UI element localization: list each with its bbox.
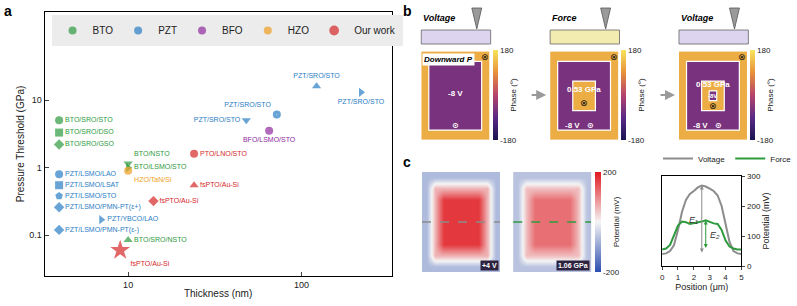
svg-text:5: 5 <box>739 273 744 282</box>
svg-text:300: 300 <box>747 172 761 181</box>
svg-text:0: 0 <box>747 262 752 271</box>
svg-text:PZT: PZT <box>158 25 177 36</box>
svg-text:PZT/LSMO/PMN-PT(ε+): PZT/LSMO/PMN-PT(ε+) <box>65 203 141 211</box>
svg-text:100: 100 <box>294 280 309 290</box>
svg-text:BTO/SRO/NSTO: BTO/SRO/NSTO <box>134 236 187 243</box>
svg-text:2: 2 <box>692 273 697 282</box>
svg-text:a: a <box>4 3 12 19</box>
svg-text:200: 200 <box>747 202 761 211</box>
svg-text:10: 10 <box>32 95 42 105</box>
svg-text:Thickness (nm): Thickness (nm) <box>184 288 252 299</box>
svg-text:0.1: 0.1 <box>29 230 42 240</box>
svg-text:100: 100 <box>747 232 761 241</box>
svg-text:180: 180 <box>628 46 642 55</box>
svg-text:0.53 GPa: 0.53 GPa <box>567 85 601 94</box>
svg-text:BFO/LSMO/STO: BFO/LSMO/STO <box>243 136 296 143</box>
svg-text:BTO/SRO/GSO: BTO/SRO/GSO <box>65 140 114 147</box>
svg-text:HZO/TaN/Si: HZO/TaN/Si <box>134 176 172 183</box>
svg-text:180: 180 <box>757 46 771 55</box>
svg-text:3: 3 <box>707 273 712 282</box>
svg-text:BTO/SRO/DSO: BTO/SRO/DSO <box>65 128 114 135</box>
svg-text:Voltage: Voltage <box>698 155 725 164</box>
svg-text:PTO/LNO/STO: PTO/LNO/STO <box>200 150 247 157</box>
svg-text:4: 4 <box>723 273 728 282</box>
svg-text:0.53 GPa: 0.53 GPa <box>696 80 730 89</box>
svg-text:Force: Force <box>552 13 577 23</box>
svg-text:0: 0 <box>660 273 665 282</box>
svg-text:-200: -200 <box>603 268 620 277</box>
svg-text:Downward P: Downward P <box>424 55 473 64</box>
svg-text:1: 1 <box>676 273 681 282</box>
svg-text:-180: -180 <box>757 136 774 145</box>
svg-text:b: b <box>403 3 412 19</box>
svg-text:10: 10 <box>123 280 133 290</box>
svg-text:⊗: ⊗ <box>709 101 717 111</box>
svg-text:c: c <box>403 154 411 170</box>
svg-text:Phase (°): Phase (°) <box>766 78 775 112</box>
svg-text:⊙: ⊙ <box>715 121 722 130</box>
svg-text:BTO/LSMO/STO: BTO/LSMO/STO <box>134 163 187 170</box>
svg-text:Position (μm): Position (μm) <box>675 282 728 292</box>
svg-text:PZT/SRO/STO: PZT/SRO/STO <box>293 72 340 79</box>
svg-text:fsPTO/Au-Si: fsPTO/Au-Si <box>131 260 170 267</box>
svg-text:PZT/SRO/STO: PZT/SRO/STO <box>224 101 271 108</box>
svg-text:Force: Force <box>770 155 791 164</box>
svg-text:Phase (°): Phase (°) <box>637 78 646 112</box>
svg-text:-180: -180 <box>628 136 645 145</box>
svg-text:Phase (°): Phase (°) <box>509 78 518 112</box>
svg-text:PZT/SRO/STO: PZT/SRO/STO <box>338 98 385 105</box>
svg-text:BTO/NSTO: BTO/NSTO <box>134 150 170 157</box>
svg-text:PZT/SRO/STO: PZT/SRO/STO <box>194 116 241 123</box>
svg-text:E₁: E₁ <box>689 215 698 225</box>
svg-text:1: 1 <box>37 163 42 173</box>
svg-text:Pressure Threshold (GPa): Pressure Threshold (GPa) <box>15 86 26 203</box>
svg-text:⊗: ⊗ <box>610 52 618 62</box>
svg-text:-8 V: -8 V <box>693 121 708 130</box>
svg-text:⊗: ⊗ <box>580 98 588 108</box>
svg-text:E₂: E₂ <box>710 230 720 240</box>
svg-text:-8 V: -8 V <box>565 121 580 130</box>
svg-text:PZT/LSMO/LAO: PZT/LSMO/LAO <box>65 170 117 177</box>
svg-text:PZT/LSMO/LSAT: PZT/LSMO/LSAT <box>65 181 120 188</box>
svg-text:Voltage: Voltage <box>423 13 455 23</box>
svg-text:+4 V: +4 V <box>482 262 497 269</box>
svg-text:PZT/LSMO/STO: PZT/LSMO/STO <box>65 192 117 199</box>
svg-text:⊗: ⊗ <box>738 52 746 62</box>
svg-text:⊗: ⊗ <box>481 52 489 62</box>
svg-text:Potential (mV): Potential (mV) <box>761 192 771 249</box>
svg-text:PZT/YBCO/LAO: PZT/YBCO/LAO <box>107 215 159 222</box>
svg-text:BTO: BTO <box>93 25 114 36</box>
svg-text:Our work: Our work <box>354 25 396 36</box>
svg-text:PZT/LSMO/PMN-PT(ε-): PZT/LSMO/PMN-PT(ε-) <box>65 226 139 234</box>
svg-text:Voltage: Voltage <box>681 13 713 23</box>
svg-text:⊙: ⊙ <box>452 121 459 130</box>
svg-text:fsPTO/Au-Si: fsPTO/Au-Si <box>200 181 239 188</box>
svg-text:HZO: HZO <box>288 25 309 36</box>
svg-text:1.06 GPa: 1.06 GPa <box>558 262 588 269</box>
svg-text:⊙: ⊙ <box>587 121 594 130</box>
svg-text:-180: -180 <box>500 136 517 145</box>
svg-text:200: 200 <box>603 168 617 177</box>
svg-text:BFO: BFO <box>222 25 243 36</box>
svg-text:BTO/SRO/STO: BTO/SRO/STO <box>65 116 113 123</box>
svg-text:-8 V: -8 V <box>448 89 463 98</box>
svg-text:Potential (mV): Potential (mV) <box>612 196 621 247</box>
svg-text:fsPTO/Au-Si: fsPTO/Au-Si <box>159 197 198 204</box>
svg-text:180: 180 <box>500 46 514 55</box>
svg-text:-8V: -8V <box>708 93 717 99</box>
